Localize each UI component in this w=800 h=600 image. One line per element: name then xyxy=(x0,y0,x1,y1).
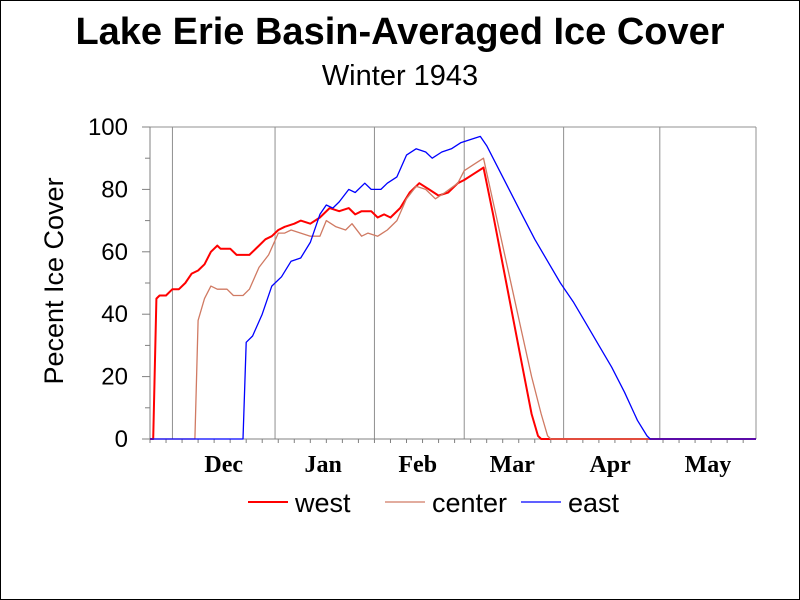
y-tick-label: 60 xyxy=(101,239,128,266)
legend-layer: west center east xyxy=(248,488,620,518)
legend-label-east: east xyxy=(568,488,620,518)
legend-label-west: west xyxy=(294,488,351,518)
x-tick-label: Feb xyxy=(398,452,437,478)
series-line-center xyxy=(150,157,756,440)
y-axis-title: Pecent Ice Cover xyxy=(39,177,69,384)
axis-layer xyxy=(142,126,756,443)
x-tick-label: Dec xyxy=(204,452,243,478)
series-line-west xyxy=(150,166,756,440)
x-tick-label: Jan xyxy=(304,452,341,478)
x-tick-label: Mar xyxy=(490,452,536,478)
label-layer: 0 20 40 60 80 100 Dec Jan Feb Mar Apr May Pecent Ice… xyxy=(39,114,731,478)
legend-label-center: center xyxy=(432,488,507,518)
y-tick-label: 0 xyxy=(115,426,128,453)
chart-subtitle: Winter 1943 xyxy=(321,60,479,92)
chart-title: Lake Erie Basin-Averaged Ice Cover xyxy=(75,11,725,53)
y-tick-label: 40 xyxy=(101,301,128,328)
y-tick-label: 80 xyxy=(101,176,128,203)
x-tick-label: Apr xyxy=(589,452,631,478)
series-line-east xyxy=(150,135,756,440)
y-tick-label: 20 xyxy=(101,364,128,391)
y-tick-label: 100 xyxy=(88,114,128,141)
x-tick-label: May xyxy=(685,452,732,478)
grid-layer xyxy=(150,126,757,439)
series-layer xyxy=(150,135,756,440)
